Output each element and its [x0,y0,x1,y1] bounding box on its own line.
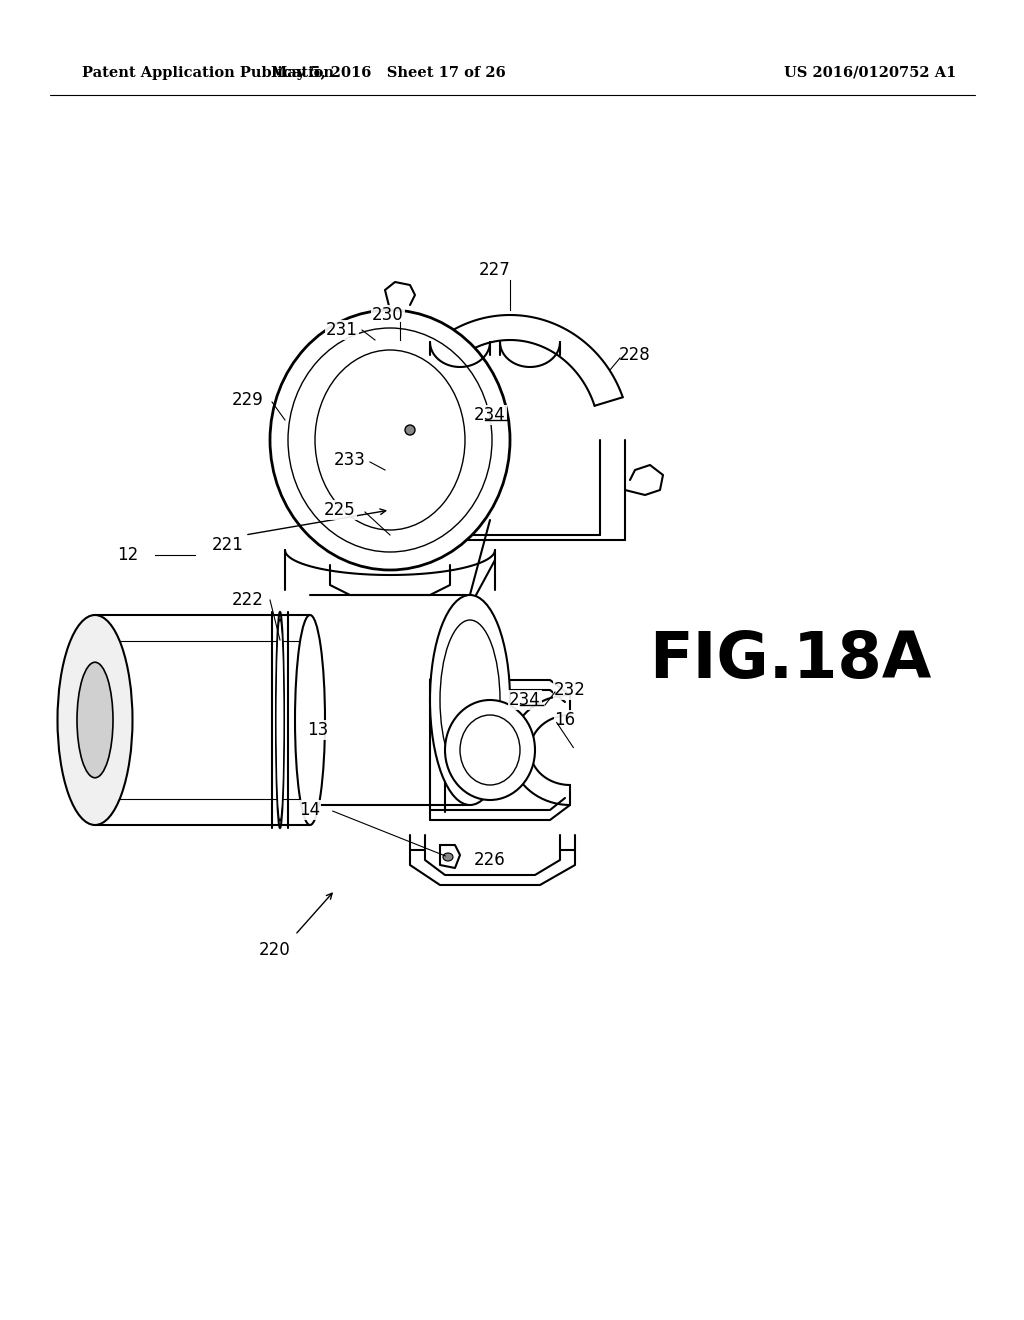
Text: 220: 220 [259,941,291,960]
Text: 230: 230 [372,306,403,323]
Text: 16: 16 [554,711,575,729]
Text: FIG.18A: FIG.18A [649,630,931,690]
Text: 12: 12 [118,546,138,564]
Text: Patent Application Publication: Patent Application Publication [82,66,334,81]
Ellipse shape [460,715,520,785]
Text: 234: 234 [474,407,506,424]
Text: 233: 233 [334,451,366,469]
Text: May 5, 2016   Sheet 17 of 26: May 5, 2016 Sheet 17 of 26 [270,66,506,81]
Text: 231: 231 [326,321,358,339]
Ellipse shape [440,620,500,780]
Text: 14: 14 [299,801,321,818]
Ellipse shape [445,700,535,800]
Text: 13: 13 [307,721,329,739]
Text: 221: 221 [212,536,244,554]
Text: 232: 232 [554,681,586,700]
Text: 225: 225 [325,502,356,519]
Text: 234: 234 [509,690,541,709]
Text: 226: 226 [474,851,506,869]
Ellipse shape [288,327,492,552]
Ellipse shape [430,595,510,805]
Ellipse shape [406,425,415,436]
Text: 229: 229 [232,391,264,409]
Ellipse shape [443,853,453,861]
Text: 222: 222 [232,591,264,609]
Ellipse shape [270,310,510,570]
Text: US 2016/0120752 A1: US 2016/0120752 A1 [783,66,956,81]
Ellipse shape [276,619,284,821]
Ellipse shape [295,615,325,825]
Ellipse shape [57,615,132,825]
Text: 228: 228 [620,346,651,364]
Ellipse shape [276,612,284,828]
Text: 227: 227 [479,261,511,279]
Ellipse shape [77,663,113,777]
Ellipse shape [315,350,465,531]
